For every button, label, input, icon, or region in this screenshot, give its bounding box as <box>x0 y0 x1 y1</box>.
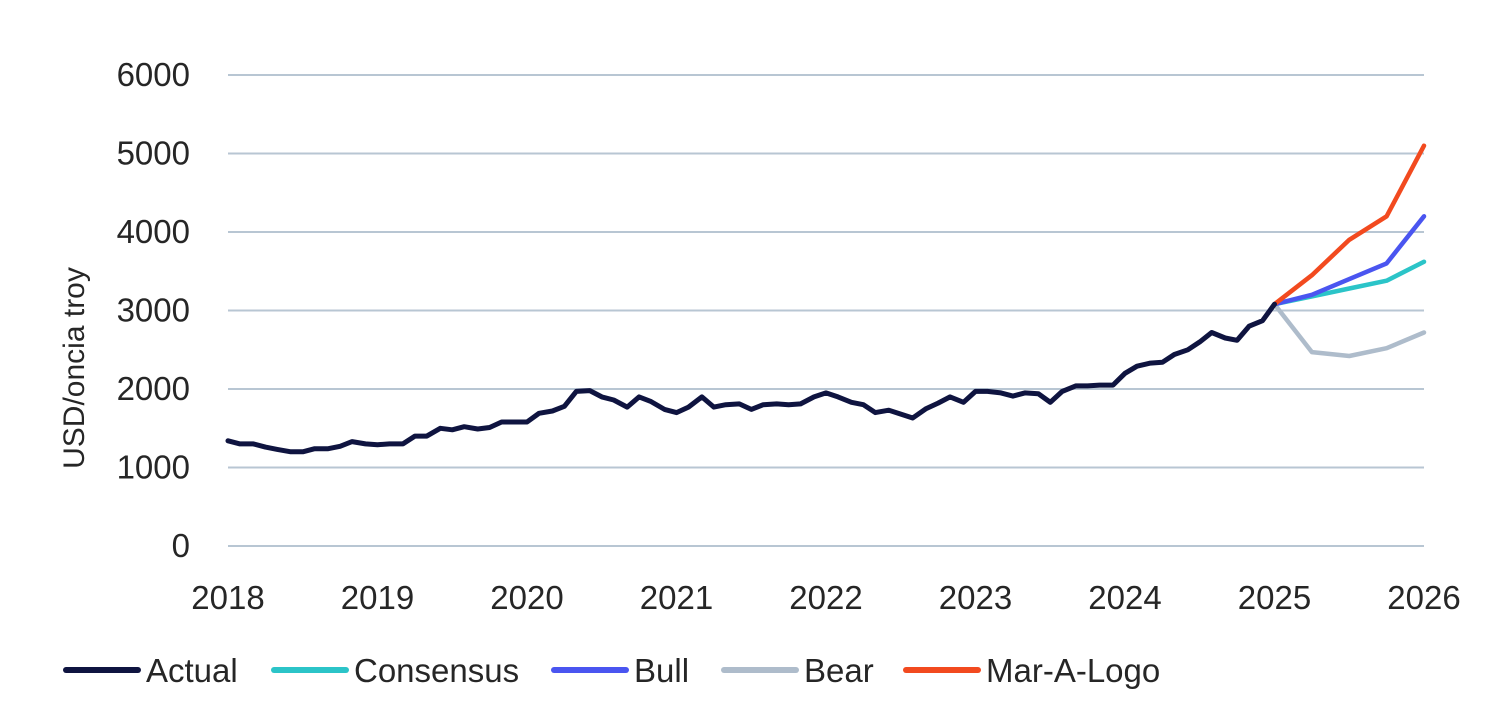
x-tick-label: 2022 <box>789 579 862 616</box>
legend-label-consensus: Consensus <box>354 652 519 689</box>
y-tick-label: 3000 <box>117 292 190 329</box>
x-tick-label: 2021 <box>640 579 713 616</box>
legend-label-actual: Actual <box>146 652 238 689</box>
x-tick-label: 2024 <box>1088 579 1161 616</box>
x-tick-label: 2023 <box>939 579 1012 616</box>
legend: Actual Consensus Bull Bear Mar-A-Logo <box>63 652 1160 689</box>
legend-label-bull: Bull <box>634 652 689 689</box>
y-tick-label: 0 <box>172 527 190 564</box>
legend-label-mar-a-logo: Mar-A-Logo <box>986 652 1160 689</box>
y-tick-label: 4000 <box>117 213 190 250</box>
series-line-actual <box>225 301 1277 455</box>
x-tick-label: 2026 <box>1387 579 1460 616</box>
series-line-bull <box>1272 214 1427 307</box>
series-line-bear <box>1272 301 1427 359</box>
x-tick-label: 2018 <box>191 579 264 616</box>
y-tick-label: 2000 <box>117 370 190 407</box>
y-axis-title: USD/oncia troy <box>58 267 91 469</box>
legend-label-bear: Bear <box>804 652 874 689</box>
series-lines <box>225 143 1427 455</box>
y-axis-ticks: 0 1000 2000 3000 4000 5000 6000 <box>117 56 190 564</box>
x-axis-ticks: 2018 2019 2020 2021 2022 2023 2024 2025 2026 <box>191 579 1460 616</box>
series-line-mar-a-logo <box>1272 143 1427 307</box>
y-tick-label: 1000 <box>117 449 190 486</box>
gridlines <box>228 74 1424 547</box>
y-tick-label: 6000 <box>117 56 190 93</box>
x-tick-label: 2025 <box>1238 579 1311 616</box>
y-tick-label: 5000 <box>117 135 190 172</box>
x-tick-label: 2019 <box>341 579 414 616</box>
x-tick-label: 2020 <box>490 579 563 616</box>
